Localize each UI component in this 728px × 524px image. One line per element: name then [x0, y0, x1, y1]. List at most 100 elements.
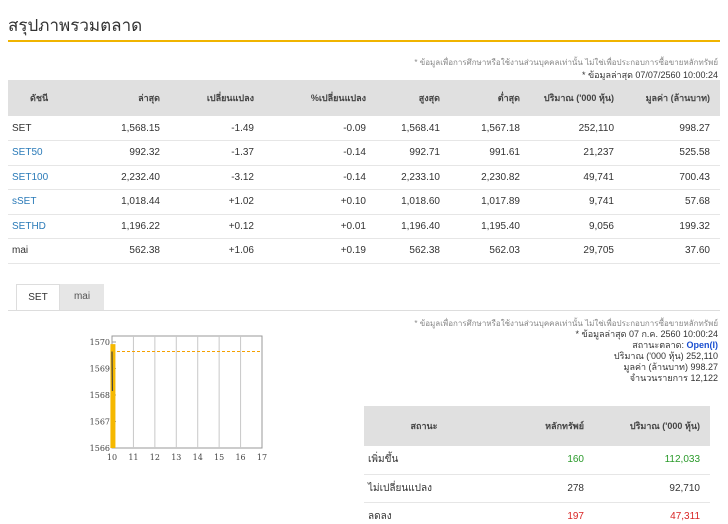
chart-y-tick-label: 1567 [90, 418, 110, 427]
index-volume: 29,705 [530, 238, 624, 264]
index-low: 2,230.82 [450, 165, 530, 190]
status-table-header: สถานะ หลักทรัพย์ ปริมาณ ('000 หุ้น) [364, 406, 710, 446]
info-status-label: สถานะตลาด: [632, 340, 684, 350]
col-low: ต่ำสุด [450, 80, 530, 116]
index-link-sset[interactable]: sSET [12, 196, 37, 208]
index-high: 562.38 [376, 238, 450, 264]
index-last: 1,018.44 [88, 189, 170, 215]
tab-mai[interactable]: mai [60, 284, 104, 310]
info-trades-label: จำนวนรายการ [629, 373, 688, 383]
index-volume: 49,741 [530, 165, 624, 190]
index-volume: 9,056 [530, 214, 624, 239]
info-update-time: * ข้อมูลล่าสุด 07 ก.ค. 2560 10:00:24 [575, 329, 718, 339]
col-change: เปลี่ยนแปลง [170, 80, 264, 116]
index-last: 1,568.15 [88, 116, 170, 141]
page-title: สรุปภาพรวมตลาด [8, 16, 143, 35]
status-count: 160 [484, 446, 594, 475]
index-value: 998.27 [624, 116, 720, 141]
index-row-sethd: SETHD 1,196.22 +0.12 +0.01 1,196.40 1,195.40 9… [8, 214, 720, 239]
index-pct-change: +0.01 [264, 214, 376, 239]
index-high: 992.71 [376, 140, 450, 166]
index-last: 1,196.22 [88, 214, 170, 239]
chart-x-tick-label: 14 [193, 453, 203, 462]
index-change: -1.37 [170, 140, 264, 166]
col-status: สถานะ [364, 406, 484, 446]
chart-x-tick-label: 17 [257, 453, 267, 462]
status-volume: 47,311 [594, 502, 710, 524]
intraday-chart: 10 11 12 13 14 15 16 17 1566 1567 1568 1569 1570 [90, 335, 267, 462]
top-disclaimer: * ข้อมูลเพื่อการศึกษาหรือใช้งานส่วนบุคคล… [414, 58, 718, 67]
col-status-volume: ปริมาณ ('000 หุ้น) [594, 406, 710, 446]
col-index: ดัชนี [8, 80, 88, 116]
status-row: ลดลง 197 47,311 [364, 502, 710, 524]
index-change: -1.49 [170, 116, 264, 141]
chart-x-tick-label: 15 [214, 453, 224, 462]
index-name: SETHD [8, 214, 88, 239]
status-count: 278 [484, 474, 594, 503]
index-link-set50[interactable]: SET50 [12, 147, 43, 159]
market-info: * ข้อมูลเพื่อการศึกษาหรือใช้งานส่วนบุคคล… [378, 318, 718, 384]
info-volume-label: ปริมาณ ('000 หุ้น) [613, 351, 684, 361]
index-table: ดัชนี ล่าสุด เปลี่ยนแปลง %เปลี่ยนแปลง สู… [8, 80, 720, 264]
info-value-row: มูลค่า (ล้านบาท) 998.27 [378, 362, 718, 373]
index-high: 1,196.40 [376, 214, 450, 239]
index-name: SET [8, 116, 88, 141]
top-update-time: * ข้อมูลล่าสุด 07/07/2560 10:00:24 [582, 70, 718, 80]
index-change: +1.06 [170, 238, 264, 264]
index-value: 57.68 [624, 189, 720, 215]
market-tabs: SET mai [16, 284, 104, 310]
index-volume: 252,110 [530, 116, 624, 141]
index-low: 1,195.40 [450, 214, 530, 239]
index-row-mai: mai 562.38 +1.06 +0.19 562.38 562.03 29,705 37.… [8, 238, 720, 264]
index-pct-change: -0.14 [264, 165, 376, 190]
info-status-value: Open(I) [686, 340, 719, 350]
index-row-sset: sSET 1,018.44 +1.02 +0.10 1,018.60 1,017.89 9,… [8, 189, 720, 215]
chart-y-tick-label: 1570 [90, 338, 110, 347]
tab-divider [8, 310, 720, 311]
index-link-set100[interactable]: SET100 [12, 171, 49, 183]
index-change: +0.12 [170, 214, 264, 239]
index-pct-change: -0.09 [264, 116, 376, 141]
index-value: 700.43 [624, 165, 720, 190]
info-trades-value: 12,122 [690, 373, 718, 383]
index-table-header: ดัชนี ล่าสุด เปลี่ยนแปลง %เปลี่ยนแปลง สู… [8, 80, 720, 116]
index-pct-change: +0.10 [264, 189, 376, 215]
info-disclaimer: * ข้อมูลเพื่อการศึกษาหรือใช้งานส่วนบุคคล… [414, 319, 718, 328]
index-name: SET100 [8, 165, 88, 190]
index-change: +1.02 [170, 189, 264, 215]
index-value: 525.58 [624, 140, 720, 166]
status-row: เพิ่มขึ้น 160 112,033 [364, 446, 710, 475]
index-last: 562.38 [88, 238, 170, 264]
index-high: 1,018.60 [376, 189, 450, 215]
index-row-set50: SET50 992.32 -1.37 -0.14 992.71 991.61 21,237 5… [8, 140, 720, 166]
index-pct-change: -0.14 [264, 140, 376, 166]
index-pct-change: +0.19 [264, 238, 376, 264]
status-label: เพิ่มขึ้น [364, 446, 484, 475]
info-status-row: สถานะตลาด: Open(I) [378, 340, 718, 351]
index-last: 992.32 [88, 140, 170, 166]
chart-x-tick-label: 16 [235, 453, 245, 462]
info-value-value: 998.27 [690, 362, 718, 372]
tab-set[interactable]: SET [16, 284, 60, 310]
index-low: 1,567.18 [450, 116, 530, 141]
info-volume-value: 252,110 [686, 351, 718, 361]
chart-x-tick-label: 11 [128, 453, 138, 462]
index-name: sSET [8, 189, 88, 215]
status-volume: 92,710 [594, 474, 710, 503]
chart-y-tick-label: 1568 [90, 391, 110, 400]
index-low: 1,017.89 [450, 189, 530, 215]
status-label: ไม่เปลี่ยนแปลง [364, 474, 484, 503]
status-label: ลดลง [364, 502, 484, 524]
index-high: 2,233.10 [376, 165, 450, 190]
index-low: 991.61 [450, 140, 530, 166]
index-low: 562.03 [450, 238, 530, 264]
chart-x-tick-label: 13 [171, 453, 181, 462]
index-link-sethd[interactable]: SETHD [12, 220, 46, 232]
index-value: 37.60 [624, 238, 720, 264]
title-divider [8, 40, 720, 42]
col-volume: ปริมาณ ('000 หุ้น) [530, 80, 624, 116]
status-count: 197 [484, 502, 594, 524]
index-high: 1,568.41 [376, 116, 450, 141]
chart-volume-bar [110, 344, 116, 448]
index-value: 199.32 [624, 214, 720, 239]
